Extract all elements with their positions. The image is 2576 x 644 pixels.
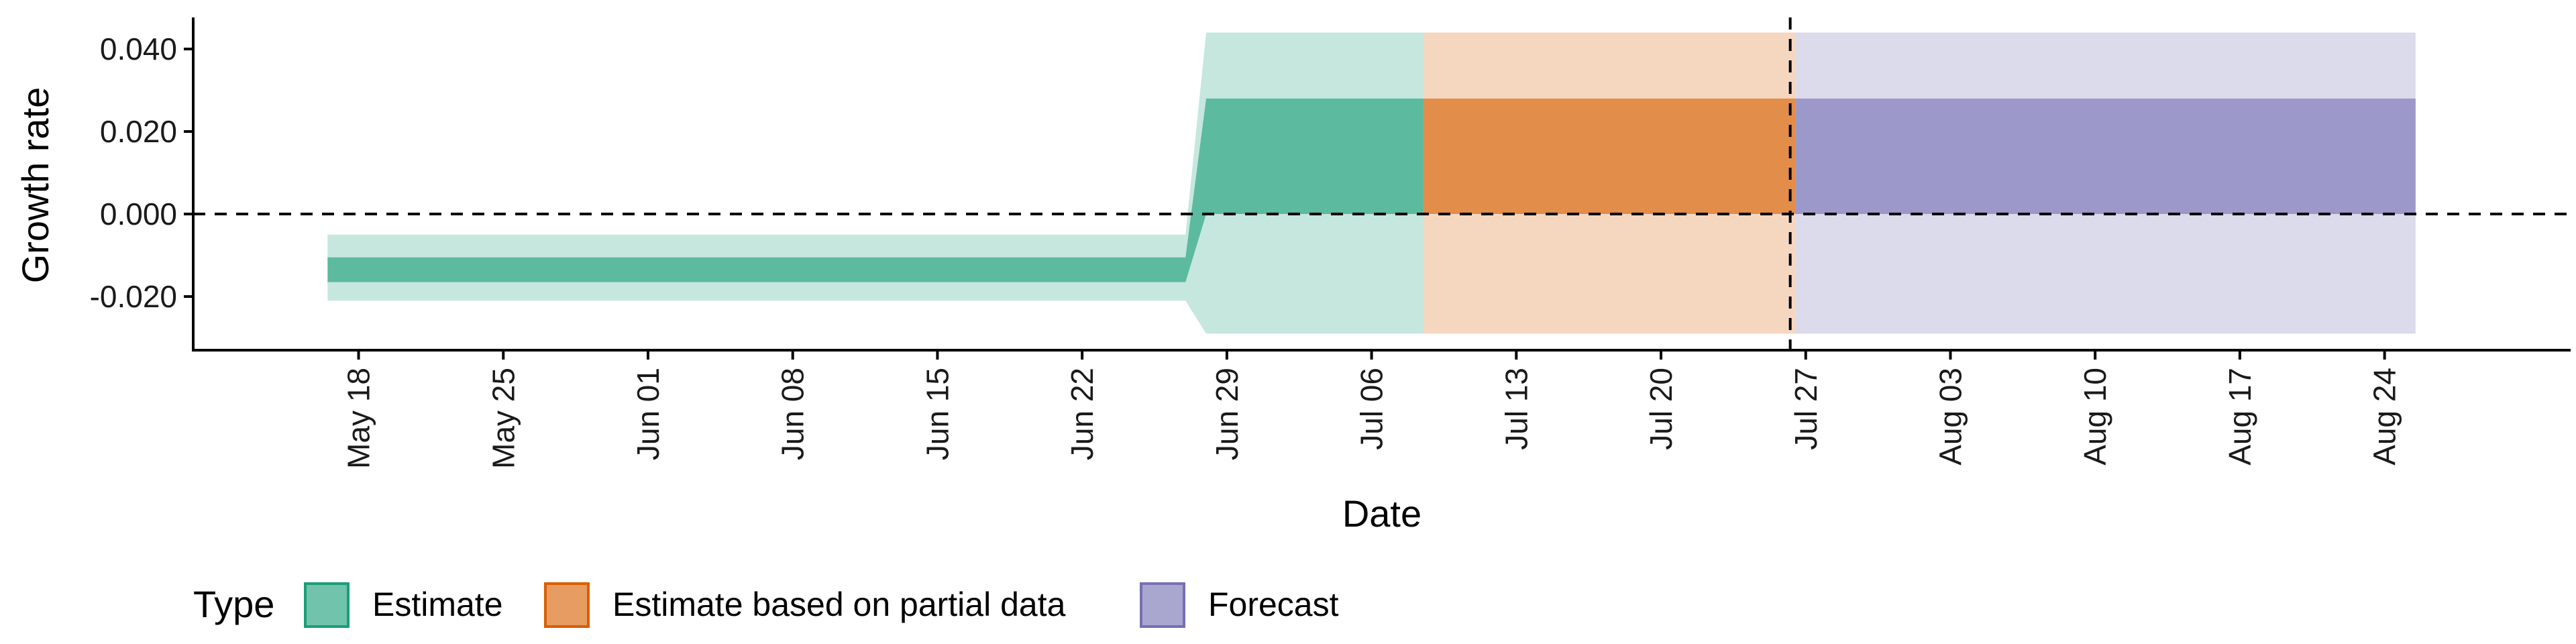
legend-label-forecast: Forecast [1208,586,1339,623]
legend-title: Type [193,583,274,625]
y-tick-label: 0.040 [100,32,177,66]
x-axis-title: Date [1342,492,1421,535]
x-tick-label: Jun 29 [1210,368,1244,460]
x-tick-label: Jun 08 [775,368,810,460]
x-tick-label: Jul 13 [1499,368,1534,450]
x-tick-label: Aug 03 [1933,368,1968,466]
x-tick-label: Aug 10 [2078,368,2112,466]
ticks: 0.040 0.020 0.000 -0.020 May 18 May 25 Jun 01 J… [90,32,2402,469]
legend-key-estimate-based-on-partial-data [544,582,590,628]
x-tick-label: Jul 06 [1354,368,1389,450]
legend: Type Estimate Estimate based on partial d… [193,582,1339,628]
legend-label-estimate-based-on-partial-data: Estimate based on partial data [612,586,1066,623]
x-tick-label: Jul 27 [1788,368,1823,450]
legend-key-forecast [1140,582,1185,628]
x-tick-label: Jun 22 [1065,368,1099,460]
x-tick-label: Jun 01 [631,368,665,460]
legend-label-estimate: Estimate [372,586,503,623]
x-tick-label: Aug 17 [2222,368,2257,466]
x-tick-label: Jul 20 [1644,368,1678,450]
y-axis-title: Growth rate [14,87,56,284]
reference-lines [193,17,2571,350]
x-tick-label: Aug 24 [2367,368,2402,466]
y-tick-label: -0.020 [90,279,177,314]
band-50-forecast [1795,98,2416,215]
x-tick-label: Jun 15 [920,368,955,460]
y-tick-label: 0.020 [100,114,177,149]
bands-layer [327,32,2416,334]
y-tick-label: 0.000 [100,197,177,231]
band-50-estimate [327,98,1424,282]
band-50-estimate-based-on-partial-data [1423,98,1796,215]
x-tick-label: May 18 [341,368,376,469]
legend-key-estimate [304,582,350,628]
x-tick-label: May 25 [486,368,521,469]
